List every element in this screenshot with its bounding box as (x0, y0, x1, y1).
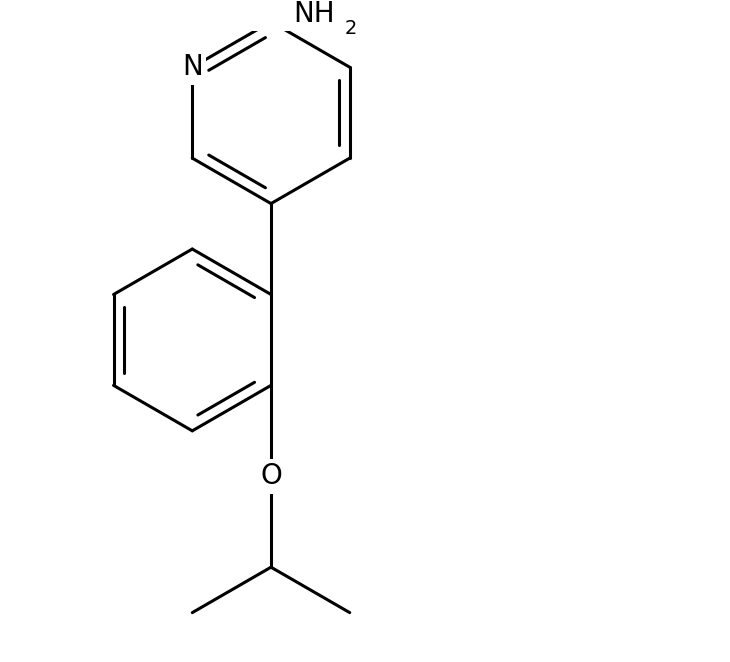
Text: N: N (182, 53, 203, 81)
Text: 2: 2 (345, 19, 357, 38)
Text: O: O (260, 462, 282, 491)
Text: NH: NH (293, 1, 335, 28)
